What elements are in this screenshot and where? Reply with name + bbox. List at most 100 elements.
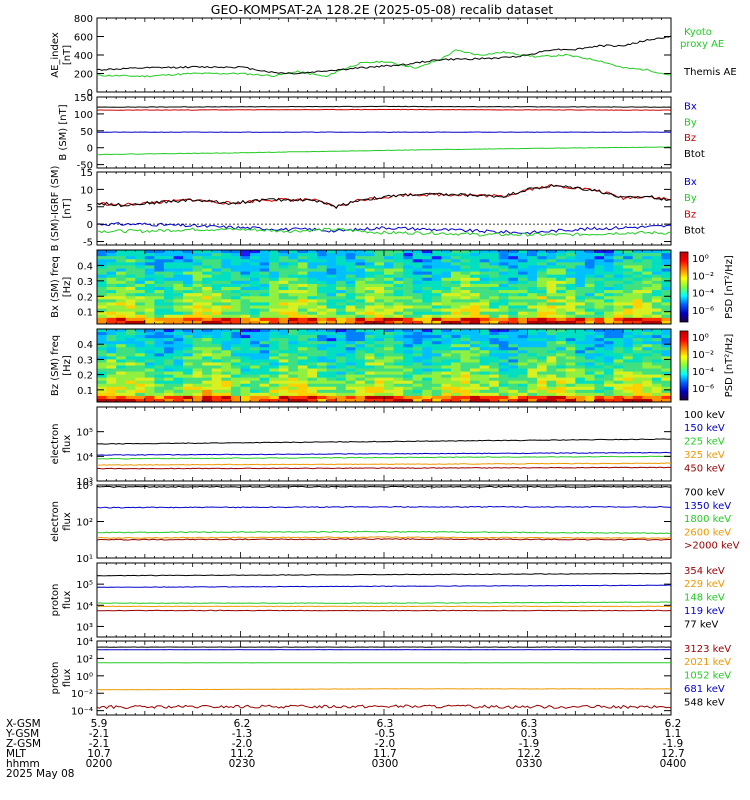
spectrogram-cell — [374, 320, 385, 325]
spectrogram-cell — [364, 265, 375, 269]
spectrogram-cell — [116, 268, 126, 272]
spectrogram-cell — [230, 383, 241, 388]
spectrogram-cell — [288, 341, 299, 345]
spectrogram-cell — [364, 268, 375, 272]
spectrogram-cell — [575, 365, 586, 369]
spectrogram-cell — [479, 256, 490, 260]
spectrogram-cell — [125, 308, 136, 312]
spectrogram-cell — [317, 389, 327, 394]
spectrogram-cell — [240, 302, 251, 306]
spectrogram-cell — [116, 371, 126, 375]
spectrogram-cell — [431, 290, 442, 294]
spectrogram-cell — [393, 290, 404, 294]
spectrogram-cell — [613, 280, 624, 285]
spectrogram-cell — [384, 290, 394, 294]
spectrogram-cell — [498, 386, 509, 391]
spectrogram-cell — [584, 253, 595, 257]
spec-ylabel-1-line2: [Hz] — [62, 355, 73, 376]
spectrogram-cell — [173, 353, 184, 357]
spectrogram-cell — [278, 314, 289, 319]
spectrogram-cell — [307, 353, 318, 357]
spectrogram-cell — [230, 305, 241, 309]
spectrogram-cell — [393, 317, 404, 322]
spectrogram-cell — [230, 386, 241, 391]
spectrogram-cell — [97, 392, 107, 397]
spectrogram-cell — [441, 338, 452, 342]
spectrogram-cell — [211, 287, 222, 291]
spectrogram-cell — [575, 359, 586, 363]
spectrogram-cell — [192, 338, 203, 342]
spectrogram-cell — [527, 362, 538, 366]
spectrogram-cell — [441, 320, 452, 325]
spectrogram-cell — [498, 380, 509, 385]
spectrogram-cell — [575, 362, 586, 366]
spectrogram-cell — [173, 383, 184, 388]
spectrogram-cell — [154, 383, 165, 388]
spectrogram-cell — [278, 256, 289, 260]
spectrogram-cell — [489, 268, 500, 272]
spectrogram-cell — [278, 311, 289, 316]
spectrogram-cell — [326, 353, 337, 357]
spectrogram-cell — [278, 299, 289, 303]
spectrogram-cell — [431, 368, 442, 372]
spectrogram-cell — [307, 271, 318, 275]
spectrogram-cell — [604, 253, 614, 257]
spectrogram-cell — [498, 256, 509, 260]
spectrogram-cell — [565, 359, 576, 363]
spectrogram-cell — [431, 362, 442, 366]
spectrogram-cell — [594, 311, 605, 316]
spectrogram-cell — [575, 335, 586, 339]
spectrogram-cell — [517, 317, 528, 322]
spectrogram-cell — [116, 338, 126, 342]
spectrogram-cell — [527, 368, 538, 372]
spectrogram-cell — [575, 383, 586, 388]
spectrogram-cell — [230, 338, 241, 342]
spectrogram-cell — [556, 274, 567, 279]
spectrogram-cell — [288, 353, 299, 357]
spectrogram-cell — [489, 259, 500, 263]
spectrogram-cell — [202, 362, 213, 366]
spectrogram-cell — [403, 290, 413, 294]
spectrogram-cell — [527, 320, 538, 325]
spectrogram-cell — [565, 386, 576, 391]
spectrogram-cell — [393, 268, 404, 272]
spectrogram-cell — [422, 362, 433, 366]
spectrogram-cell — [403, 392, 413, 397]
spectrogram-cell — [517, 362, 528, 366]
y-tick-label: 0.3 — [77, 277, 93, 288]
spectrogram-cell — [307, 302, 318, 306]
spectrogram-cell — [479, 265, 490, 269]
spectrogram-cell — [470, 317, 480, 322]
spectrogram-cell — [173, 329, 184, 333]
spectrogram-cell — [584, 256, 595, 260]
spectrogram-cell — [508, 395, 519, 400]
spectrogram-cell — [632, 374, 643, 378]
spectrogram-cell — [479, 293, 490, 297]
spectrogram-cell — [431, 287, 442, 291]
spectrogram-cell — [422, 280, 433, 285]
spectrogram-cell — [202, 344, 213, 348]
spectrogram-cell — [479, 362, 490, 366]
spectrogram-cell — [374, 341, 385, 345]
spectrogram-cell — [173, 332, 184, 336]
spectrogram-cell — [412, 283, 423, 288]
spectrogram-cell — [336, 338, 347, 342]
spectrogram-cell — [336, 311, 347, 316]
spectrogram-cell — [250, 341, 260, 345]
spectrogram-cell — [393, 256, 404, 260]
spectrogram-cell — [489, 296, 500, 300]
spectrogram-cell — [632, 329, 643, 333]
spectrogram-cell — [498, 344, 509, 348]
spectrogram-cell — [489, 299, 500, 303]
spectrogram-cell — [431, 302, 442, 306]
spectrogram-cell — [364, 299, 375, 303]
spectrogram-cell — [604, 335, 614, 339]
spectrogram-cell — [269, 317, 280, 322]
spectrogram-cell — [297, 253, 308, 257]
spectrogram-cell — [594, 389, 605, 394]
spectrogram-cell — [336, 356, 347, 360]
bsm-legend-item: By — [684, 117, 697, 128]
spectrogram-cell — [154, 253, 165, 257]
spectrogram-cell — [317, 386, 327, 391]
spectrogram-cell — [278, 259, 289, 263]
